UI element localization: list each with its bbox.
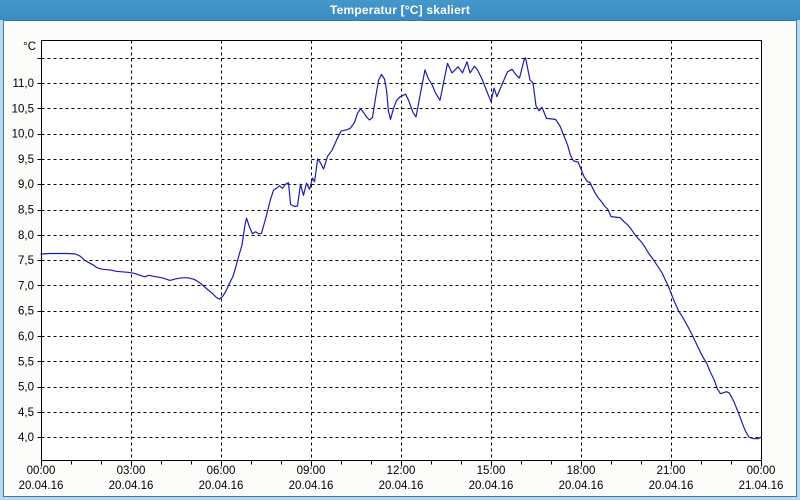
svg-text:06:00: 06:00 bbox=[207, 465, 236, 477]
temperature-chart: °C 4,0 4,5 5,0 5,5 6,0 6,5 7,0 7,5 8,0 8,5 9,0 9,5 10… bbox=[12, 40, 784, 492]
svg-text:21.04.16: 21.04.16 bbox=[739, 480, 784, 492]
svg-text:9,0: 9,0 bbox=[18, 179, 34, 191]
svg-text:8,5: 8,5 bbox=[18, 205, 34, 217]
svg-text:7,5: 7,5 bbox=[18, 255, 34, 267]
chart-title: Temperatur [°C] skaliert bbox=[329, 3, 471, 17]
svg-text:00:00: 00:00 bbox=[27, 465, 56, 477]
svg-text:10,5: 10,5 bbox=[12, 103, 34, 115]
svg-text:12:00: 12:00 bbox=[387, 465, 416, 477]
svg-text:18:00: 18:00 bbox=[567, 465, 596, 477]
svg-text:9,5: 9,5 bbox=[18, 154, 34, 166]
svg-text:5,5: 5,5 bbox=[18, 356, 34, 368]
svg-text:4,5: 4,5 bbox=[18, 407, 34, 419]
svg-text:15:00: 15:00 bbox=[477, 465, 506, 477]
svg-text:03:00: 03:00 bbox=[117, 465, 146, 477]
svg-text:00:00: 00:00 bbox=[747, 465, 776, 477]
svg-text:20.04.16: 20.04.16 bbox=[469, 480, 514, 492]
svg-text:10,0: 10,0 bbox=[12, 129, 34, 141]
svg-text:7,0: 7,0 bbox=[18, 280, 34, 292]
svg-text:20.04.16: 20.04.16 bbox=[649, 480, 694, 492]
svg-text:6,0: 6,0 bbox=[18, 331, 34, 343]
svg-text:20.04.16: 20.04.16 bbox=[199, 480, 244, 492]
svg-text:6,5: 6,5 bbox=[18, 306, 34, 318]
chart-panel: °C 4,0 4,5 5,0 5,5 6,0 6,5 7,0 7,5 8,0 8,5 9,0 9,5 10… bbox=[3, 20, 797, 497]
svg-text:09:00: 09:00 bbox=[297, 465, 326, 477]
svg-text:21:00: 21:00 bbox=[657, 465, 686, 477]
svg-text:5,0: 5,0 bbox=[18, 382, 34, 394]
svg-text:°C: °C bbox=[23, 41, 36, 53]
svg-text:11,0: 11,0 bbox=[12, 78, 34, 90]
svg-text:20.04.16: 20.04.16 bbox=[109, 480, 154, 492]
svg-text:8,0: 8,0 bbox=[18, 230, 34, 242]
svg-text:20.04.16: 20.04.16 bbox=[559, 480, 604, 492]
svg-text:20.04.16: 20.04.16 bbox=[289, 480, 334, 492]
svg-text:20.04.16: 20.04.16 bbox=[19, 480, 64, 492]
svg-text:20.04.16: 20.04.16 bbox=[379, 480, 424, 492]
title-bar[interactable]: Temperatur [°C] skaliert bbox=[0, 0, 800, 20]
svg-text:4,0: 4,0 bbox=[18, 432, 34, 444]
